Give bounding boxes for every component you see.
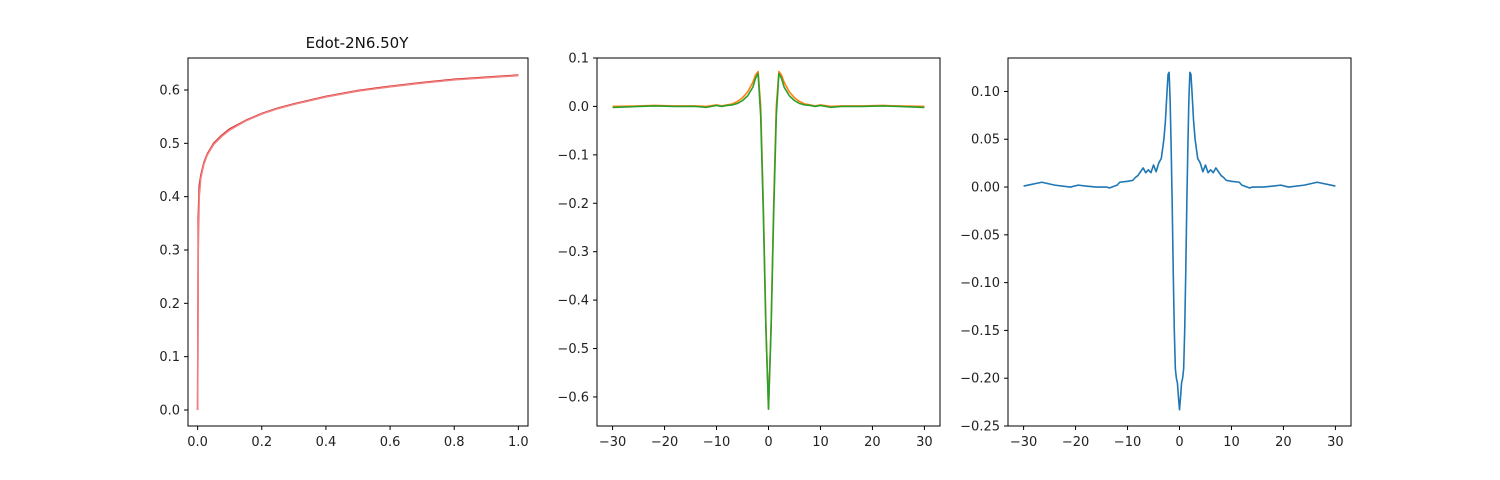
y-tick-label: −0.1 — [557, 148, 589, 163]
y-tick-label: −0.2 — [557, 197, 589, 212]
axis-ticks: 0.0 0.2 0.4 0.6 0.8 1.0 0.0 0.1 0.2 0.3 0.4 0.5 0.6 — [159, 84, 528, 451]
y-tick-label: 0.00 — [971, 181, 1000, 196]
y-tick-label: 0.4 — [159, 190, 180, 205]
chart-title: Edot-2N6.50Y — [306, 34, 410, 52]
x-tick-label: 1.0 — [508, 435, 529, 450]
series-line-1 — [1023, 71, 1336, 411]
y-tick-label: 0.1 — [568, 52, 589, 67]
x-tick-label: 10 — [812, 435, 829, 450]
y-tick-label: 0.1 — [159, 350, 180, 365]
x-tick-label: −30 — [1010, 435, 1037, 450]
plot-frame — [187, 57, 529, 427]
y-tick-label: 0.5 — [159, 137, 180, 152]
y-tick-label: −0.15 — [960, 324, 1000, 339]
y-tick-label: 0.0 — [159, 404, 180, 419]
x-tick-label: 0.8 — [444, 435, 465, 450]
y-tick-label: −0.6 — [557, 390, 589, 405]
x-tick-label: −10 — [703, 435, 730, 450]
x-tick-label: 0.4 — [316, 435, 337, 450]
y-tick-label: 0.05 — [971, 133, 1000, 148]
x-tick-label: 0.6 — [380, 435, 401, 450]
y-tick-label: −0.5 — [557, 342, 589, 357]
x-tick-label: −20 — [1062, 435, 1089, 450]
y-tick-label: 0.0 — [568, 100, 589, 115]
y-tick-label: 0.2 — [159, 297, 180, 312]
y-tick-label: 0.10 — [971, 85, 1000, 100]
y-tick-label: −0.05 — [960, 228, 1000, 243]
chart-panel-3: −30 −20 −10 0 10 20 30 0.10 0.05 0.00 −0.05 −0.10 −0… — [960, 57, 1352, 450]
x-tick-label: 0 — [764, 435, 772, 450]
series-line-2 — [196, 74, 519, 411]
x-tick-label: 20 — [864, 435, 881, 450]
x-tick-label: −30 — [599, 435, 626, 450]
x-tick-label: 30 — [916, 435, 933, 450]
y-tick-label: −0.25 — [960, 420, 1000, 435]
y-tick-label: −0.10 — [960, 276, 1000, 291]
plot-lines — [1023, 71, 1336, 411]
plot-frame — [1007, 57, 1352, 427]
plot-lines — [612, 70, 925, 410]
axis-ticks: −30 −20 −10 0 10 20 30 0.10 0.05 0.00 −0.05 −0.10 −0… — [960, 85, 1344, 450]
plot-frame — [596, 57, 941, 427]
x-tick-label: 0.0 — [187, 435, 208, 450]
chart-panel-2: −30 −20 −10 0 10 20 30 0.1 0.0 −0.1 −0.2 −0.3 −0.4 −0… — [557, 52, 941, 451]
y-tick-label: 0.6 — [159, 84, 180, 99]
x-tick-label: −10 — [1114, 435, 1141, 450]
plot-lines — [196, 74, 519, 411]
x-tick-label: 10 — [1223, 435, 1240, 450]
x-tick-label: 20 — [1275, 435, 1292, 450]
x-tick-label: 0 — [1175, 435, 1183, 450]
y-tick-label: 0.3 — [159, 244, 180, 259]
chart-panel-1: Edot-2N6.50Y 0.0 0.2 0.4 0.6 0.8 1.0 0.0 0.1 0.2… — [159, 34, 528, 450]
y-tick-label: −0.20 — [960, 372, 1000, 387]
y-tick-label: −0.4 — [557, 294, 589, 309]
series-line-2 — [612, 72, 925, 410]
x-tick-label: −20 — [651, 435, 678, 450]
x-tick-label: 30 — [1327, 435, 1344, 450]
axis-ticks: −30 −20 −10 0 10 20 30 0.1 0.0 −0.1 −0.2 −0.3 −0.4 −0… — [557, 52, 932, 451]
x-tick-label: 0.2 — [251, 435, 272, 450]
y-tick-label: −0.3 — [557, 245, 589, 260]
